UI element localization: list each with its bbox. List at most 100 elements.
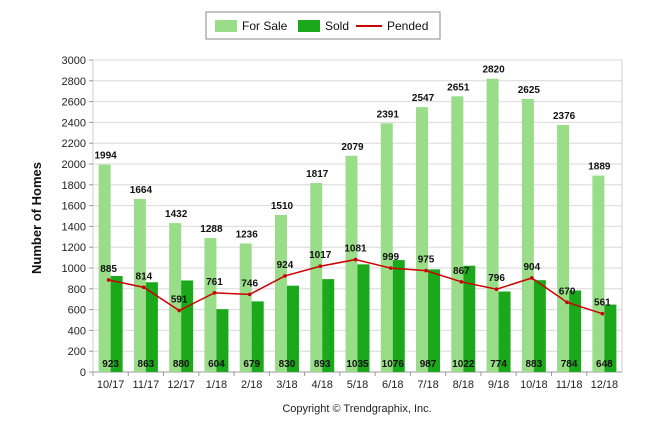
- pended-point: [283, 274, 287, 278]
- label-sold: 1022: [452, 359, 475, 370]
- y-tick-label: 2800: [62, 76, 86, 88]
- label-pended: 591: [171, 295, 188, 306]
- bar-sold: [322, 279, 335, 372]
- value-labels: 1994 923 1664 863 1432 880 1288 604 1236 679 1510 8…: [95, 65, 614, 370]
- bar-sold: [216, 309, 229, 372]
- bar-sold: [181, 280, 194, 372]
- label-for-sale: 1236: [236, 229, 259, 240]
- label-for-sale: 1817: [306, 169, 329, 180]
- label-pended: 924: [277, 260, 294, 271]
- bar-for-sale: [416, 107, 429, 372]
- legend-swatch-sold: [298, 20, 320, 32]
- label-sold: 774: [490, 359, 507, 370]
- x-tick-label: 7/18: [417, 379, 438, 391]
- bar-sold: [357, 264, 370, 372]
- pended-point: [600, 311, 605, 316]
- y-tick-label: 0: [80, 367, 86, 379]
- bar-for-sale: [239, 243, 252, 372]
- y-tick-label: 1600: [62, 201, 86, 213]
- bar-sold: [569, 290, 582, 372]
- label-pended: 561: [594, 298, 611, 309]
- label-pended: 796: [488, 273, 505, 284]
- bar-for-sale: [169, 223, 182, 372]
- bar-for-sale: [486, 78, 499, 372]
- pended-point: [318, 264, 323, 269]
- y-tick-label: 800: [68, 284, 86, 296]
- pended-point: [106, 278, 111, 282]
- bar-sold: [463, 265, 476, 372]
- x-tick-label: 4/18: [312, 379, 333, 391]
- label-sold: 784: [561, 359, 578, 370]
- label-pended: 975: [418, 255, 435, 266]
- pended-point: [142, 285, 146, 290]
- pended-point: [247, 292, 252, 297]
- label-for-sale: 1510: [271, 201, 294, 212]
- bar-for-sale: [345, 155, 358, 372]
- label-sold: 883: [525, 359, 542, 370]
- label-sold: 830: [279, 359, 296, 370]
- y-tick-label: 1000: [62, 263, 86, 275]
- label-for-sale: 2547: [412, 93, 435, 104]
- pended-point: [424, 268, 428, 273]
- pended-point: [212, 291, 217, 295]
- x-tick-label: 9/18: [488, 379, 509, 391]
- bar-for-sale: [310, 183, 323, 372]
- bar-sold: [110, 276, 123, 372]
- y-tick-label: 200: [68, 346, 86, 358]
- label-sold: 1076: [382, 359, 405, 370]
- label-sold: 987: [420, 359, 437, 370]
- label-sold: 604: [208, 359, 225, 370]
- bar-sold: [428, 269, 441, 372]
- label-for-sale: 1664: [130, 185, 153, 196]
- bar-for-sale: [521, 99, 534, 372]
- bar-for-sale: [592, 175, 605, 372]
- x-tick-label: 10/18: [520, 379, 548, 391]
- bar-for-sale: [204, 238, 217, 372]
- label-for-sale: 2079: [341, 142, 364, 153]
- label-for-sale: 2625: [518, 85, 541, 96]
- label-sold: 923: [102, 359, 119, 370]
- label-pended: 1081: [344, 244, 367, 255]
- bar-for-sale: [133, 198, 146, 372]
- x-axis-ticks: 10/17 11/17 12/17 1/18 2/18 3/18 4/18 5/18 6/18 7…: [97, 379, 618, 391]
- label-pended: 1017: [309, 250, 332, 261]
- label-for-sale: 2376: [553, 111, 576, 122]
- label-pended: 904: [523, 262, 540, 273]
- bar-for-sale: [451, 96, 464, 373]
- label-for-sale: 1994: [95, 151, 118, 162]
- label-pended: 867: [453, 266, 470, 277]
- x-tick-label: 2/18: [241, 379, 262, 391]
- label-sold: 893: [314, 359, 331, 370]
- legend: For Sale Sold Pended: [205, 11, 441, 40]
- label-for-sale: 1889: [588, 162, 611, 173]
- bar-for-sale: [98, 164, 111, 372]
- bar-sold: [392, 260, 405, 372]
- y-tick-label: 1400: [62, 221, 86, 233]
- legend-swatch-for-sale: [215, 20, 237, 32]
- x-tick-label: 10/17: [97, 379, 125, 391]
- label-sold: 679: [243, 359, 260, 370]
- y-tick-label: 2400: [62, 117, 86, 129]
- pended-point: [353, 257, 358, 262]
- pended-point: [177, 308, 181, 313]
- pended-point: [565, 300, 569, 305]
- bar-sold: [604, 304, 617, 372]
- label-for-sale: 2820: [482, 65, 505, 76]
- label-pended: 814: [136, 271, 153, 282]
- bar-for-sale: [380, 123, 393, 372]
- x-tick-label: 12/18: [591, 379, 619, 391]
- bars: [98, 78, 617, 373]
- pended-point: [530, 276, 534, 280]
- x-tick-label: 1/18: [206, 379, 227, 391]
- label-for-sale: 2651: [447, 82, 470, 93]
- bar-for-sale: [274, 214, 287, 372]
- label-for-sale: 1288: [200, 224, 223, 235]
- y-tick-label: 2600: [62, 97, 86, 109]
- x-tick-label: 6/18: [382, 379, 403, 391]
- label-sold: 863: [138, 359, 155, 370]
- label-sold: 880: [173, 359, 190, 370]
- label-pended: 746: [241, 278, 258, 289]
- bar-sold: [251, 301, 264, 372]
- bar-sold: [533, 280, 546, 372]
- y-tick-label: 1800: [62, 180, 86, 192]
